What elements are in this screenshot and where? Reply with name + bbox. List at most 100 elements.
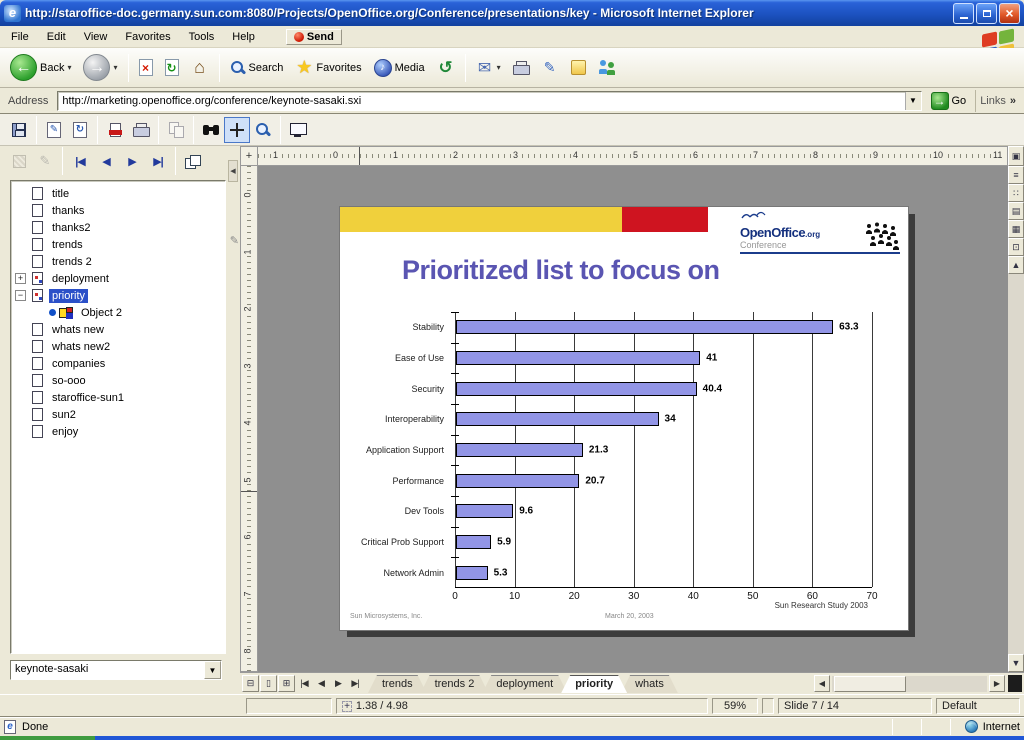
vertical-ruler[interactable]: 0 1 2 3 4 5 6 7 8 [240, 166, 258, 672]
stop-button[interactable]: × [133, 51, 159, 85]
media-button[interactable]: ♪ Media [368, 51, 431, 85]
drawing-view-button[interactable]: ▣ [1008, 146, 1024, 166]
edit-button[interactable]: ✎ [535, 51, 565, 85]
last-slide-button[interactable]: ▶| [145, 148, 171, 174]
export-pdf-button[interactable] [102, 117, 128, 143]
next-tab-button[interactable]: ▶ [335, 678, 342, 688]
close-button[interactable]: × [999, 2, 1020, 24]
slide[interactable]: OpenOffice.org Conference [339, 206, 909, 631]
expander-minus-icon[interactable]: − [15, 290, 26, 301]
print-button[interactable] [507, 51, 535, 85]
tab-trends[interactable]: trends [368, 675, 427, 693]
hscroll-left-button[interactable]: ◀ [814, 675, 830, 692]
horizontal-scrollbar-track[interactable] [832, 675, 987, 692]
slides-view-button[interactable]: ∷ [1008, 184, 1024, 202]
people-cluster-icon [866, 222, 899, 250]
scroll-down-button[interactable]: ▼ [1008, 654, 1024, 672]
mail-button[interactable]: ✉ ▾ [470, 51, 507, 85]
slide-show-button[interactable]: ⊡ [1008, 238, 1024, 256]
horizontal-scrollbar-thumb[interactable] [834, 675, 906, 692]
new-window-button[interactable] [180, 148, 206, 174]
vertical-scrollbar-track[interactable] [1008, 274, 1024, 654]
send-button[interactable]: Send [285, 28, 342, 45]
menu-view[interactable]: View [83, 30, 108, 43]
edit-file-button[interactable]: ✎ [41, 117, 67, 143]
scroll-up-button[interactable]: ▲ [1008, 256, 1024, 274]
status-style-field[interactable]: Default [936, 698, 1020, 714]
zoom-button[interactable] [250, 117, 276, 143]
tree-item-so-ooo[interactable]: so-ooo [11, 372, 225, 389]
tree-item-object-2[interactable]: Object 2 [11, 304, 225, 321]
tab-priority[interactable]: priority [561, 675, 627, 693]
reload-button[interactable]: ↻ [67, 117, 93, 143]
history-button[interactable]: ↺ [431, 51, 461, 85]
refresh-button[interactable]: ↻ [159, 51, 185, 85]
hscroll-right-button[interactable]: ▶ [989, 675, 1005, 692]
menu-favorites[interactable]: Favorites [125, 30, 171, 43]
next-slide-button[interactable]: ▶ [119, 148, 145, 174]
notes-view-button[interactable]: ▤ [1008, 202, 1024, 220]
tree-item-whats-new[interactable]: whats new [11, 321, 225, 338]
tab-bar-view-button-2[interactable]: ▯ [260, 675, 277, 692]
address-dropdown-button[interactable]: ▼ [904, 91, 921, 110]
title-bar[interactable]: e http://staroffice-doc.germany.sun.com:… [0, 0, 1024, 26]
tab-bar-view-button-1[interactable]: ⊟ [242, 675, 259, 692]
tree-item-trends-2[interactable]: trends 2 [11, 253, 225, 270]
expander-plus-icon[interactable]: + [15, 273, 26, 284]
tree-item-priority[interactable]: − priority [11, 287, 225, 304]
menu-edit[interactable]: Edit [46, 30, 66, 43]
first-tab-button[interactable]: |◀ [300, 678, 308, 688]
pan-button[interactable] [224, 116, 250, 143]
tree-item-enjoy[interactable]: enjoy [11, 423, 225, 440]
find-button[interactable] [198, 117, 224, 143]
links-bar[interactable]: Links » [975, 89, 1020, 112]
combobox-dropdown-button[interactable]: ▼ [204, 661, 221, 679]
tab-deployment[interactable]: deployment [482, 675, 567, 693]
document-combobox[interactable]: keynote-sasaki ▼ [10, 660, 222, 680]
tree-item-title[interactable]: title [11, 185, 225, 202]
forward-button[interactable]: → ▾ [77, 51, 123, 85]
panel-splitter-handle[interactable]: ◀ [228, 160, 238, 182]
handout-view-button[interactable]: ▦ [1008, 220, 1024, 238]
last-tab-button[interactable]: ▶| [351, 678, 359, 688]
horizontal-ruler[interactable]: 1 0 1 2 3 4 5 6 7 8 9 10 11 [258, 146, 1008, 166]
tab-whats[interactable]: whats [621, 675, 678, 693]
copy-button[interactable] [163, 117, 189, 143]
restore-button[interactable] [976, 2, 997, 24]
address-field[interactable]: ▼ [57, 90, 922, 111]
slide-canvas[interactable]: OpenOffice.org Conference [258, 166, 1008, 672]
back-button[interactable]: ← Back ▾ [4, 51, 77, 85]
fill-pattern-button[interactable] [6, 148, 32, 174]
outline-view-button[interactable]: ≡ [1008, 166, 1024, 184]
tab-trends-2[interactable]: trends 2 [421, 675, 489, 693]
go-button[interactable]: → Go [927, 91, 971, 110]
tab-bar-view-button-3[interactable]: ⊞ [278, 675, 295, 692]
save-button[interactable] [6, 117, 32, 143]
tree-item-deployment[interactable]: + deployment [11, 270, 225, 287]
edit-mode-button[interactable]: ✎ [32, 148, 58, 174]
tree-item-staroffice-sun1[interactable]: staroffice-sun1 [11, 389, 225, 406]
tree-item-companies[interactable]: companies [11, 355, 225, 372]
tree-item-trends[interactable]: trends [11, 236, 225, 253]
status-zoom-field[interactable]: 59% [712, 698, 758, 714]
tree-item-thanks[interactable]: thanks [11, 202, 225, 219]
prev-tab-button[interactable]: ◀ [318, 678, 325, 688]
printer-icon [512, 61, 530, 75]
previous-slide-button[interactable]: ◀ [93, 148, 119, 174]
menu-tools[interactable]: Tools [188, 30, 215, 43]
menu-file[interactable]: File [11, 30, 29, 43]
discuss-button[interactable] [565, 51, 592, 85]
first-slide-button[interactable]: |◀ [67, 148, 93, 174]
presentation-button[interactable] [285, 117, 311, 143]
tree-item-thanks2[interactable]: thanks2 [11, 219, 225, 236]
search-button[interactable]: Search [224, 51, 290, 85]
messenger-button[interactable] [592, 51, 623, 85]
menu-help[interactable]: Help [232, 30, 255, 43]
tree-item-sun2[interactable]: sun2 [11, 406, 225, 423]
favorites-button[interactable]: ★ Favorites [289, 51, 367, 85]
address-input[interactable] [58, 94, 905, 107]
tree-item-whats-new2[interactable]: whats new2 [11, 338, 225, 355]
home-button[interactable]: ⌂ [185, 51, 215, 85]
print-file-button[interactable] [128, 117, 154, 143]
minimize-button[interactable] [953, 2, 974, 24]
